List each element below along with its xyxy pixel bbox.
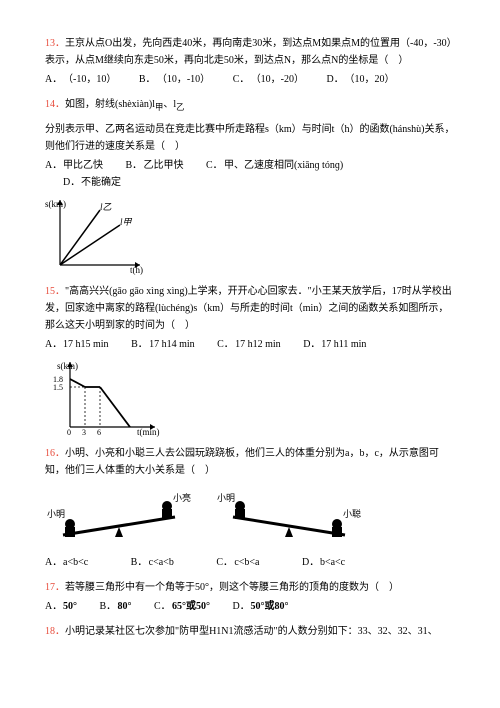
svg-text:小明: 小明: [217, 493, 235, 503]
svg-text:0: 0: [67, 428, 71, 437]
svg-text:6: 6: [97, 428, 101, 437]
q17-text: 若等腰三角形中有一个角等于50°，则这个等腰三角形的顶角的度数为（ ）: [65, 582, 399, 593]
q17-opts: A．50° B．80° C．65°或50° D．50°或80°: [45, 598, 455, 615]
q14-t3: 分别表示甲、乙两名运动员在竞走比赛中所走路程s（km）与时间t（h）的函数(há…: [45, 124, 454, 152]
svg-text:s(km): s(km): [57, 361, 78, 371]
q15-num: 15．: [45, 286, 65, 297]
svg-text:l甲: l甲: [120, 217, 133, 227]
svg-text:小明: 小明: [47, 509, 65, 519]
q13-text: 王京从点O出发，先向西走40米，再向南走30米，到达点M如果点M的位置用（-40…: [45, 38, 452, 66]
svg-text:s(km): s(km): [45, 199, 66, 209]
svg-text:小亮: 小亮: [173, 492, 191, 503]
svg-text:1.5: 1.5: [53, 383, 63, 392]
q14-chart: s(km) t(h) l乙 l甲: [45, 195, 145, 275]
q16-text: 小明、小亮和小聪三人去公园玩跷跷板，他们三人的体重分别为a，b，c，从示意图可知…: [45, 448, 439, 476]
svg-text:t(h): t(h): [130, 265, 143, 275]
q15-text: "高高兴兴(gāo gāo xìng xìng)上学来，开开心心回家去．"小王某…: [45, 286, 452, 331]
q16-diagrams: 小明 小亮 小明 小聪: [45, 485, 455, 548]
q13-opts: A．（-10，10） B．（10，-10） C．（10，-20） D．（10，2…: [45, 71, 455, 88]
q14-num: 14．: [45, 99, 65, 110]
q15-chart: s(km) t(min) 1.8 1.5 0 3 6: [45, 357, 160, 437]
q13-num: 13．: [45, 38, 65, 49]
q14-opts: A．甲比乙快 B．乙比甲快 C．甲、乙速度相同(xiānɡ tónɡ) D．不能…: [45, 157, 455, 191]
q18-text: 小明记录某社区七次参加"防甲型H1N1流感活动"的人数分别如下：33、32、32…: [65, 626, 438, 637]
svg-text:小聪: 小聪: [343, 508, 361, 519]
q17-num: 17．: [45, 582, 65, 593]
svg-text:3: 3: [82, 428, 86, 437]
q14-t1: 如图，射线(shèxiàn)l: [65, 99, 155, 110]
svg-text:l乙: l乙: [100, 202, 112, 212]
svg-text:t(min): t(min): [137, 427, 160, 437]
q18-num: 18．: [45, 626, 65, 637]
q15-opts: A．17 h15 min B．17 h14 min C．17 h12 min D…: [45, 336, 455, 353]
q16-opts: A．a<b<c B．c<a<b C．c<b<a D．b<a<c: [45, 554, 455, 571]
q16-num: 16．: [45, 448, 65, 459]
